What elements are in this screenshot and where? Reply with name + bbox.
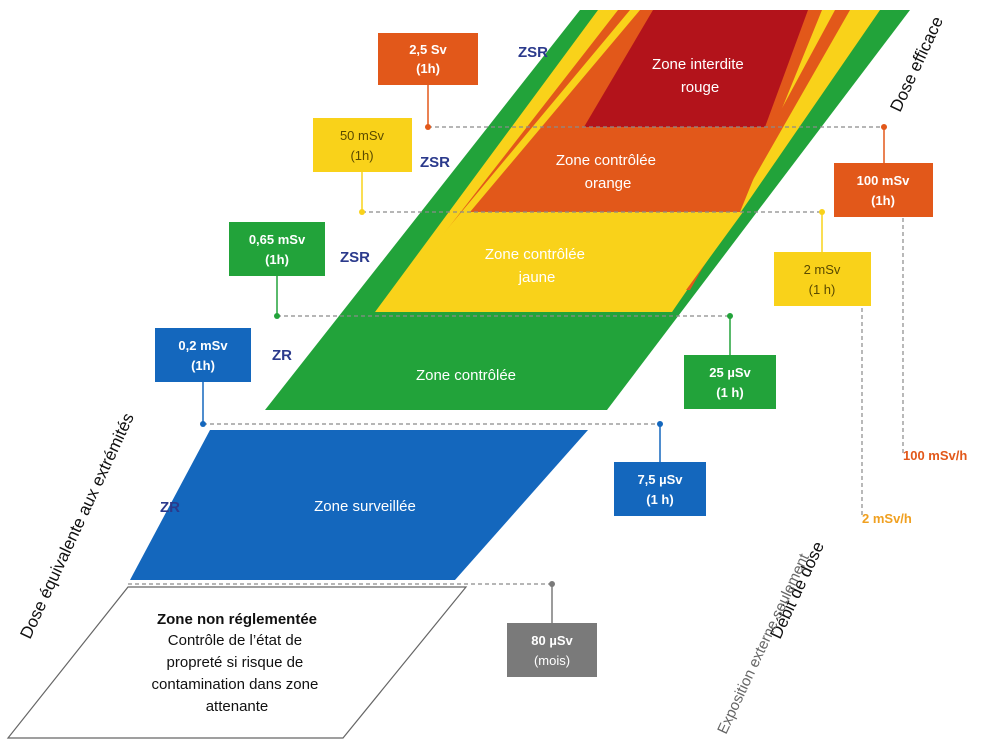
- zone-none-text: Contrôle de l’état de propreté si risque…: [152, 632, 323, 715]
- zone-none-text-line4: attenante: [206, 698, 269, 715]
- zone-none-text-line2: propreté si risque de: [167, 654, 304, 671]
- threshold-box-r1: [834, 163, 933, 217]
- dot-r3: [727, 313, 733, 319]
- threshold-box-l2: [313, 118, 412, 172]
- rate-2-label: 2 mSv/h: [862, 511, 912, 526]
- yellow-zone: [378, 212, 743, 312]
- threshold-box-l3: [229, 222, 325, 276]
- code-zsr-mid: ZSR: [420, 154, 450, 171]
- threshold-r5-value: 80 µSv: [531, 633, 573, 648]
- threshold-l4-value: 0,2 mSv: [178, 338, 228, 353]
- zone-green-label: Zone contrôlée: [416, 367, 516, 384]
- blue-zone: [130, 430, 588, 580]
- zone-red-label-line1: Zone interdite: [652, 56, 744, 73]
- threshold-box-r3: [684, 355, 776, 409]
- threshold-r4-value: 7,5 µSv: [637, 472, 683, 487]
- zone-yellow-label: Zone contrôlée jaune: [485, 246, 589, 286]
- red-zone: [584, 10, 808, 127]
- zone-orange-label-line1: Zone contrôlée: [556, 152, 656, 169]
- zone-yellow-label-line2: jaune: [518, 269, 556, 286]
- dot-l2: [359, 209, 365, 215]
- threshold-l2-value: 50 mSv: [340, 128, 385, 143]
- threshold-l1-value: 2,5 Sv: [409, 42, 447, 57]
- threshold-r1-value: 100 mSv: [857, 173, 911, 188]
- non-regulated-zone: [6, 586, 468, 739]
- dot-r5: [549, 581, 555, 587]
- zone-orange-label-line2: orange: [585, 175, 632, 192]
- rate-100-label: 100 mSv/h: [903, 448, 967, 463]
- code-zsr-top: ZSR: [518, 44, 548, 61]
- dot-r2: [819, 209, 825, 215]
- threshold-r5-period: (mois): [534, 653, 570, 668]
- zone-none-title: Zone non réglementée: [157, 611, 317, 628]
- dot-r1: [881, 124, 887, 130]
- dot-l4: [200, 421, 206, 427]
- dot-l1: [425, 124, 431, 130]
- threshold-l2-period: (1h): [350, 148, 373, 163]
- threshold-l1-period: (1h): [416, 61, 440, 76]
- threshold-box-r2: [774, 252, 871, 306]
- zone-yellow-label-line1: Zone contrôlée: [485, 246, 585, 263]
- axis-dose-rate-note: Exposition externe seulement: [714, 550, 813, 736]
- threshold-l3-period: (1h): [265, 252, 289, 267]
- threshold-box-r4: [614, 462, 706, 516]
- dot-r4: [657, 421, 663, 427]
- threshold-box-l4: [155, 328, 251, 382]
- threshold-r2-value: 2 mSv: [804, 262, 841, 277]
- code-zr-green: ZR: [272, 347, 292, 364]
- threshold-box-r5: [507, 623, 597, 677]
- code-zr-blue: ZR: [160, 499, 180, 516]
- zone-none-text-line1: Contrôle de l’état de: [168, 632, 302, 649]
- threshold-r3-period: (1 h): [716, 385, 743, 400]
- threshold-r2-period: (1 h): [809, 282, 836, 297]
- zone-orange-label: Zone contrôlée orange: [556, 152, 660, 192]
- threshold-r3-value: 25 µSv: [709, 365, 751, 380]
- threshold-l4-period: (1h): [191, 358, 215, 373]
- zone-red-label-line2: rouge: [681, 79, 719, 96]
- code-zsr-low: ZSR: [340, 249, 370, 266]
- dot-l3: [274, 313, 280, 319]
- threshold-box-l1: [378, 33, 478, 85]
- zone-blue-label: Zone surveillée: [314, 498, 416, 515]
- zone-none-text-line3: contamination dans zone: [152, 676, 319, 693]
- threshold-l3-value: 0,65 mSv: [249, 232, 306, 247]
- zone-red-label: Zone interdite rouge: [652, 56, 748, 96]
- threshold-r4-period: (1 h): [646, 492, 673, 507]
- threshold-r1-period: (1h): [871, 193, 895, 208]
